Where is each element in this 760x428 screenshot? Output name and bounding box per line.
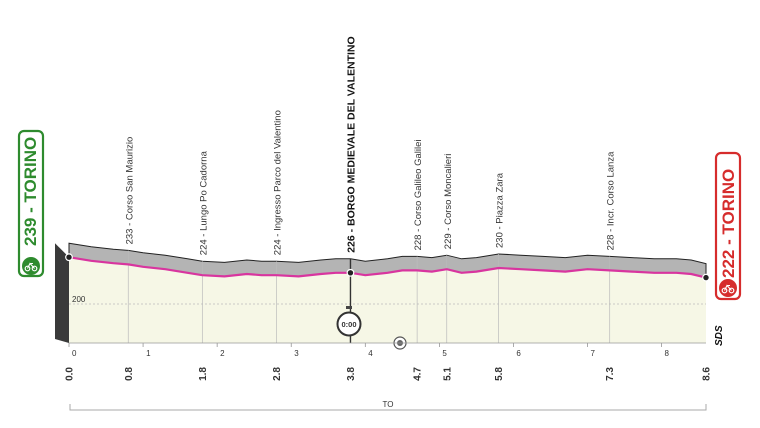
start-badge: 239 - TORINO [17,129,45,278]
footer-label: TO [383,400,394,409]
profile-fill-area [69,257,706,343]
km-distance-label: 3.8 [346,367,357,381]
km-distance-label: 0.0 [65,367,76,381]
km-distance-label: 0.8 [124,367,135,381]
waypoint-label: 224 - Lungo Po Cadorna [198,150,209,255]
waypoint-label: 233 - Corso San Maurizio [124,137,135,245]
start-badge-text: 239 - TORINO [21,137,40,246]
profile-line [68,256,707,279]
km-tick-label: 8 [665,349,670,358]
km-distance-label: 2.8 [272,367,283,381]
km-tick-label: 3 [294,349,299,358]
bike-icon [719,279,737,297]
time-check-dot [346,268,355,277]
km-distance-label: 5.8 [494,367,505,381]
waypoint-label: 228 - Corso Galileo Galilei [413,140,424,251]
km-distance-label: 7.3 [605,367,616,381]
waypoint-label: 230 - Piazza Zara [495,172,506,248]
km-distance-label: 5.1 [442,367,453,381]
finish-badge: 222 - TORINO [714,151,742,301]
waypoint-label: 228 - Incr. Corso Lanza [606,151,617,250]
km-tick-label: 0 [72,349,77,358]
footer-bracket [69,404,707,411]
km-tick-label: 6 [516,349,521,358]
finish-badge-text: 222 - TORINO [719,169,738,278]
time-check-label: 0:00 [341,320,356,329]
km-tick-label: 2 [220,349,225,358]
finish-dot [702,273,710,282]
km-tick-label: 5 [442,349,447,358]
km-distance-label: 4.7 [413,367,424,381]
start-dot [65,253,73,262]
km-tick-label: 4 [368,349,373,358]
km-tick-label: 7 [590,349,595,358]
km-tick-label: 1 [146,349,151,358]
waypoint-label: 229 - Corso Moncalieri [443,154,454,250]
brand-logo-text: SDS [714,325,725,346]
bike-icon [22,257,40,275]
km-distance-label: 8.6 [702,367,713,381]
stopwatch-icon: 0:00 [336,306,362,337]
profile-left-wall [55,243,69,343]
km-distance-label: 1.8 [198,367,209,381]
waypoint-label: 226 - BORGO MEDIEVALE DEL VALENTINO [345,36,357,252]
waypoint-label: 224 - Ingresso Parco del Valentino [272,110,283,255]
altitude-200-label: 200 [72,295,86,304]
